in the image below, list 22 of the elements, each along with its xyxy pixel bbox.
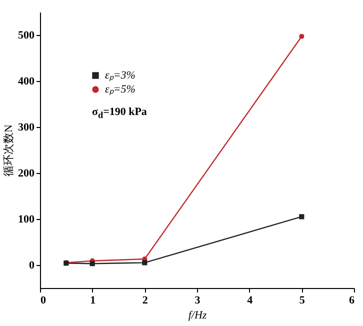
y-axis-title: 循环次数N [3, 124, 15, 176]
y-tick-label: 400 [18, 76, 35, 88]
annotation: σ$_{d}$=190 kPa [92, 106, 147, 120]
point [142, 260, 148, 266]
legend-label: εₚ=3% [105, 70, 136, 82]
point [299, 214, 304, 220]
y-tick-label: 200 [18, 168, 35, 180]
y-tick-label: 500 [18, 30, 35, 42]
x-axis-title: f/Hz [188, 310, 208, 322]
y-tick-label: 0 [29, 260, 35, 272]
x-tick-label: 2 [142, 294, 148, 306]
x-tick-label: 3 [194, 294, 201, 306]
y-tick-label: 100 [18, 214, 35, 226]
x-tick-label: 4 [247, 294, 254, 306]
y-tick-label: 300 [18, 122, 35, 134]
x-tick-label: 5 [299, 294, 306, 306]
point [299, 34, 304, 39]
point [90, 261, 95, 266]
x-tick-label: 0 [40, 294, 46, 306]
legend-label: εₚ=5% [105, 84, 136, 96]
x-tick-label: 6 [349, 294, 355, 306]
x-tick-label: 1 [90, 294, 96, 306]
